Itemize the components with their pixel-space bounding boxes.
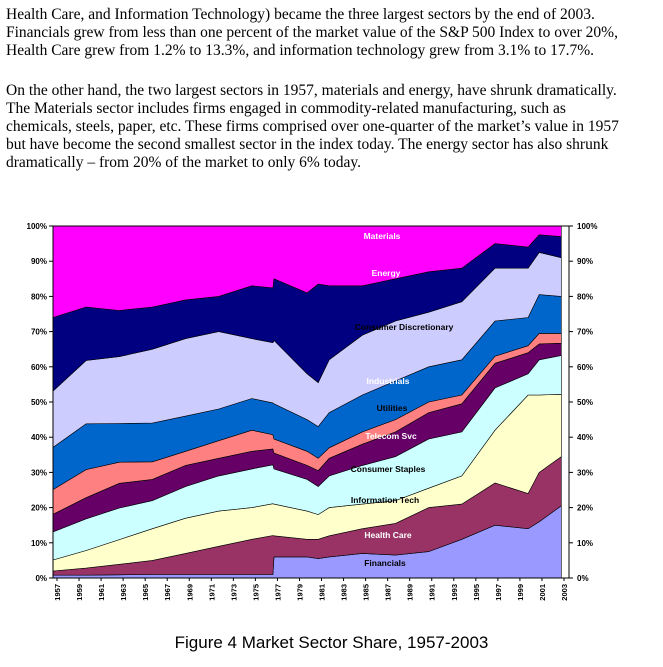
x-tick-label: 1989	[406, 584, 415, 601]
y-tick-label-left: 50%	[31, 398, 47, 407]
y-tick-label-right: 40%	[577, 433, 593, 442]
y-tick-label-left: 30%	[31, 468, 47, 477]
x-tick-label: 1987	[384, 584, 393, 601]
sector-share-chart: 0% 10% 20% 30% 40% 50% 60% 70% 80% 90% 100% 0% 10% 2…	[27, 222, 598, 601]
y-tick-label-left: 20%	[31, 504, 47, 513]
y-tick-label-left: 100%	[27, 222, 47, 231]
series-label-consumer-discretionary: Consumer Discretionary	[355, 322, 454, 332]
series-label-health-care: Health Care	[364, 530, 412, 540]
y-axis-left: 0% 10% 20% 30% 40% 50% 60% 70% 80% 90% 100%	[27, 222, 53, 583]
x-tick-label: 1979	[295, 584, 304, 601]
x-tick-label: 1963	[119, 584, 128, 601]
series-label-telecom-svc: Telecom Svc	[365, 431, 417, 441]
series-label-consumer-staples: Consumer Staples	[351, 464, 426, 474]
y-tick-label-right: 20%	[577, 504, 593, 513]
x-tick-label: 1991	[428, 584, 437, 601]
x-tick-label: 1981	[318, 584, 327, 601]
series-label-financials: Financials	[364, 558, 406, 568]
y-tick-label-left: 40%	[31, 433, 47, 442]
x-tick-label: 1965	[141, 584, 150, 601]
x-tick-label: 2001	[538, 584, 547, 601]
text-line: Financials grew from less than one perce…	[6, 24, 618, 41]
text-line: Health Care grew from 1.2% to 13.3%, and…	[6, 42, 594, 59]
text-line: On the other hand, the two largest secto…	[6, 82, 617, 99]
y-tick-label-left: 10%	[31, 539, 47, 548]
y-tick-label-right: 70%	[577, 328, 593, 337]
y-tick-label-right: 0%	[577, 574, 589, 583]
chart-areas	[52, 225, 562, 579]
text-line: Health Care, and Information Technology)…	[6, 6, 595, 23]
series-label-industrials: Industrials	[367, 376, 410, 386]
y-tick-label-right: 90%	[577, 257, 593, 266]
body-paragraph-1: Health Care, and Information Technology)…	[6, 6, 656, 60]
body-paragraph-2: On the other hand, the two largest secto…	[6, 82, 656, 172]
y-tick-label-right: 10%	[577, 539, 593, 548]
y-tick-label-left: 60%	[31, 363, 47, 372]
y-axis-right: 0% 10% 20% 30% 40% 50% 60% 70% 80% 90% 100%	[569, 222, 597, 583]
y-tick-label-right: 80%	[577, 292, 593, 301]
text-line: The Materials sector includes firms enga…	[6, 100, 566, 117]
series-labels: Financials Health Care Information Tech Con…	[351, 231, 454, 568]
x-tick-label: 1969	[185, 584, 194, 601]
y-tick-label-left: 90%	[31, 257, 47, 266]
x-tick-label: 1993	[450, 584, 459, 601]
series-label-information-tech: Information Tech	[351, 495, 419, 505]
series-label-materials: Materials	[364, 231, 401, 241]
x-tick-label: 1997	[494, 584, 503, 601]
x-tick-label: 1975	[251, 584, 260, 601]
x-tick-label: 1983	[340, 584, 349, 601]
x-tick-label: 1985	[362, 584, 371, 601]
y-tick-label-left: 80%	[31, 292, 47, 301]
x-tick-label: 2003	[560, 584, 569, 601]
series-label-utilities: Utilities	[377, 403, 408, 413]
x-tick-label: 1971	[207, 584, 216, 601]
x-tick-label: 1973	[229, 584, 238, 601]
y-tick-label-left: 0%	[35, 574, 47, 583]
x-tick-label: 1961	[97, 584, 106, 601]
y-tick-label-right: 60%	[577, 363, 593, 372]
x-tick-label: 1967	[163, 584, 172, 601]
text-line: dramatically – from 20% of the market to…	[6, 154, 361, 171]
figure-caption: Figure 4 Market Sector Share, 1957-2003	[174, 633, 489, 652]
y-tick-label-right: 50%	[577, 398, 593, 407]
x-tick-label: 1959	[75, 584, 84, 601]
x-tick-label: 1977	[273, 584, 282, 601]
series-label-energy: Energy	[372, 268, 401, 278]
text-line: but have become the second smallest sect…	[6, 136, 609, 153]
x-tick-label: 1995	[472, 584, 481, 601]
y-tick-label-right: 30%	[577, 468, 593, 477]
x-tick-label: 1999	[516, 584, 525, 601]
y-tick-label-right: 100%	[577, 222, 597, 231]
x-tick-label: 1957	[53, 584, 62, 601]
text-line: chemicals, steels, paper, etc. These fir…	[6, 118, 619, 135]
y-tick-label-left: 70%	[31, 328, 47, 337]
x-axis: 1957 1959 1961 1963 1965 1967 1969 1971 1973 1975…	[53, 578, 569, 601]
